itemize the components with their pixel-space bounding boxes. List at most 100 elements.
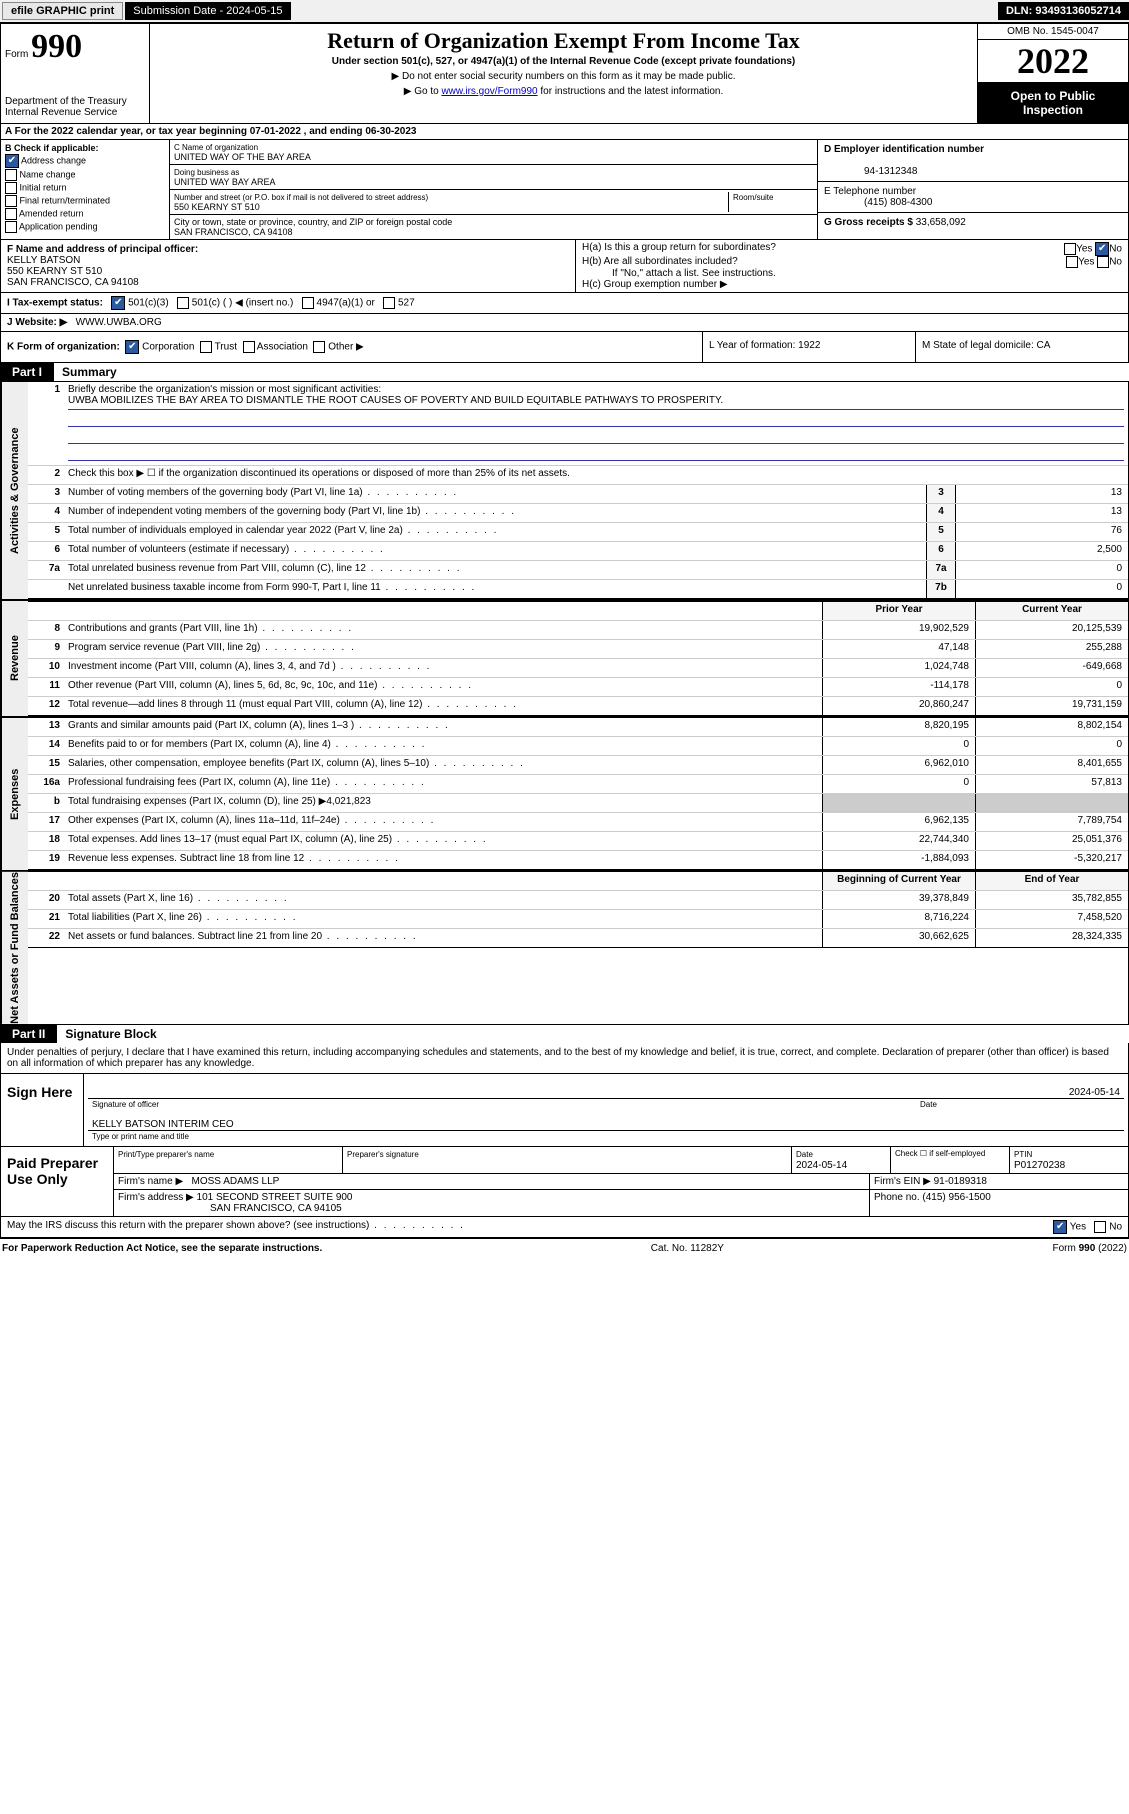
- irs-link[interactable]: www.irs.gov/Form990: [441, 86, 537, 97]
- row-a-tax-year: A For the 2022 calendar year, or tax yea…: [0, 124, 1129, 140]
- city-state-zip: SAN FRANCISCO, CA 94108: [174, 227, 293, 237]
- mission-text: UWBA MOBILIZES THE BAY AREA TO DISMANTLE…: [68, 395, 1124, 410]
- revenue-block: Revenue Prior Year Current Year 8Contrib…: [0, 600, 1129, 717]
- hb-no[interactable]: [1097, 256, 1109, 268]
- form-title: Return of Organization Exempt From Incom…: [156, 28, 971, 54]
- section-c: C Name of organization UNITED WAY OF THE…: [170, 140, 818, 239]
- summary-row: 16aProfessional fundraising fees (Part I…: [28, 775, 1128, 794]
- form-prefix: Form: [5, 49, 28, 60]
- tax-4947[interactable]: [302, 297, 314, 309]
- section-f: F Name and address of principal officer:…: [1, 240, 576, 292]
- ha-yes[interactable]: [1064, 243, 1076, 255]
- discuss-no[interactable]: [1094, 1221, 1106, 1233]
- summary-row: 3Number of voting members of the governi…: [28, 485, 1128, 504]
- form-number: 990: [31, 28, 82, 65]
- check-address-change[interactable]: ✔: [5, 154, 19, 168]
- firm-addr1: 101 SECOND STREET SUITE 900: [197, 1192, 353, 1203]
- website-value: WWW.UWBA.ORG: [76, 317, 162, 328]
- street-address: 550 KEARNY ST 510: [174, 202, 260, 212]
- phone-value: (415) 808-4300: [824, 197, 932, 208]
- governance-block: Activities & Governance 1 Briefly descri…: [0, 381, 1129, 600]
- expenses-tab: Expenses: [1, 718, 28, 870]
- page-footer: For Paperwork Reduction Act Notice, see …: [0, 1238, 1129, 1258]
- summary-row: 14Benefits paid to or for members (Part …: [28, 737, 1128, 756]
- summary-row: 22Net assets or fund balances. Subtract …: [28, 929, 1128, 948]
- firm-name: MOSS ADAMS LLP: [192, 1176, 280, 1187]
- tax-501c[interactable]: [177, 297, 189, 309]
- header-center: Return of Organization Exempt From Incom…: [150, 24, 978, 123]
- org-other[interactable]: [313, 341, 325, 353]
- hb-yes[interactable]: [1066, 256, 1078, 268]
- section-h: H(a) Is this a group return for subordin…: [576, 240, 1128, 292]
- summary-row: 4Number of independent voting members of…: [28, 504, 1128, 523]
- submission-date-label: Submission Date - 2024-05-15: [125, 2, 290, 20]
- tax-501c3[interactable]: ✔: [111, 296, 125, 310]
- section-b: B Check if applicable: ✔ Address change …: [1, 140, 170, 239]
- form-subtitle: Under section 501(c), 527, or 4947(a)(1)…: [156, 56, 971, 67]
- row-j: J Website: ▶ WWW.UWBA.ORG: [0, 314, 1129, 332]
- netassets-tab: Net Assets or Fund Balances: [1, 872, 28, 1024]
- top-toolbar: efile GRAPHIC print Submission Date - 20…: [0, 0, 1129, 23]
- gross-receipts: 33,658,092: [916, 217, 966, 228]
- check-final-return[interactable]: [5, 195, 17, 207]
- open-public-badge: Open to Public Inspection: [978, 83, 1128, 123]
- efile-print-button[interactable]: efile GRAPHIC print: [2, 2, 123, 20]
- summary-row: 13Grants and similar amounts paid (Part …: [28, 718, 1128, 737]
- check-amended[interactable]: [5, 208, 17, 220]
- check-app-pending[interactable]: [5, 221, 17, 233]
- officer-printed-name: KELLY BATSON INTERIM CEO: [92, 1119, 234, 1130]
- org-trust[interactable]: [200, 341, 212, 353]
- state-domicile: CA: [1037, 340, 1051, 351]
- expenses-block: Expenses 13Grants and similar amounts pa…: [0, 717, 1129, 871]
- goto-pre: ▶ Go to: [404, 86, 442, 97]
- footer-left: For Paperwork Reduction Act Notice, see …: [2, 1243, 322, 1254]
- summary-row: 19Revenue less expenses. Subtract line 1…: [28, 851, 1128, 870]
- summary-row: 7aTotal unrelated business revenue from …: [28, 561, 1128, 580]
- form-note-2: ▶ Go to www.irs.gov/Form990 for instruct…: [156, 86, 971, 97]
- header-right: OMB No. 1545-0047 2022 Open to Public In…: [978, 24, 1128, 123]
- goto-post: for instructions and the latest informat…: [538, 86, 724, 97]
- check-name-change[interactable]: [5, 169, 17, 181]
- summary-row: 17Other expenses (Part IX, column (A), l…: [28, 813, 1128, 832]
- row-klm: K Form of organization: ✔ Corporation Tr…: [0, 332, 1129, 363]
- part2-header: Part IISignature Block: [0, 1025, 1129, 1043]
- firm-phone: (415) 956-1500: [922, 1192, 990, 1203]
- discuss-yes[interactable]: ✔: [1053, 1220, 1067, 1234]
- omb-number: OMB No. 1545-0047: [978, 24, 1128, 40]
- netassets-block: Net Assets or Fund Balances Beginning of…: [0, 871, 1129, 1025]
- summary-row: bTotal fundraising expenses (Part IX, co…: [28, 794, 1128, 813]
- firm-addr2: SAN FRANCISCO, CA 94105: [118, 1203, 342, 1214]
- summary-row: 15Salaries, other compensation, employee…: [28, 756, 1128, 775]
- firm-ein: 91-0189318: [934, 1176, 987, 1187]
- summary-row: 9Program service revenue (Part VIII, lin…: [28, 640, 1128, 659]
- preparer-block: Paid Preparer Use Only Print/Type prepar…: [0, 1147, 1129, 1217]
- identity-grid: B Check if applicable: ✔ Address change …: [0, 140, 1129, 240]
- summary-row: 12Total revenue—add lines 8 through 11 (…: [28, 697, 1128, 716]
- footer-right: Form 990 (2022): [1053, 1243, 1127, 1254]
- signature-block: Under penalties of perjury, I declare th…: [0, 1043, 1129, 1147]
- summary-row: 11Other revenue (Part VIII, column (A), …: [28, 678, 1128, 697]
- ha-no[interactable]: ✔: [1095, 242, 1109, 256]
- summary-row: 5Total number of individuals employed in…: [28, 523, 1128, 542]
- org-assoc[interactable]: [243, 341, 255, 353]
- tax-527[interactable]: [383, 297, 395, 309]
- ptin-value: P01270238: [1014, 1160, 1065, 1171]
- header-left: Form 990 Department of the Treasury Inte…: [1, 24, 150, 123]
- dba-name: UNITED WAY BAY AREA: [174, 177, 276, 187]
- part1-header: Part ISummary: [0, 363, 1129, 381]
- summary-row: 18Total expenses. Add lines 13–17 (must …: [28, 832, 1128, 851]
- summary-row: 8Contributions and grants (Part VIII, li…: [28, 621, 1128, 640]
- discuss-row: May the IRS discuss this return with the…: [0, 1217, 1129, 1238]
- summary-row: 21Total liabilities (Part X, line 26)8,7…: [28, 910, 1128, 929]
- org-name: UNITED WAY OF THE BAY AREA: [174, 152, 311, 162]
- check-initial-return[interactable]: [5, 182, 17, 194]
- tax-year: 2022: [978, 40, 1128, 83]
- summary-row: 10Investment income (Part VIII, column (…: [28, 659, 1128, 678]
- section-deg: D Employer identification number 94-1312…: [818, 140, 1128, 239]
- summary-row: 6Total number of volunteers (estimate if…: [28, 542, 1128, 561]
- paid-preparer-label: Paid Preparer Use Only: [1, 1147, 114, 1216]
- org-corp[interactable]: ✔: [125, 340, 139, 354]
- revenue-tab: Revenue: [1, 601, 28, 716]
- fh-grid: F Name and address of principal officer:…: [0, 240, 1129, 293]
- form-header: Form 990 Department of the Treasury Inte…: [0, 23, 1129, 124]
